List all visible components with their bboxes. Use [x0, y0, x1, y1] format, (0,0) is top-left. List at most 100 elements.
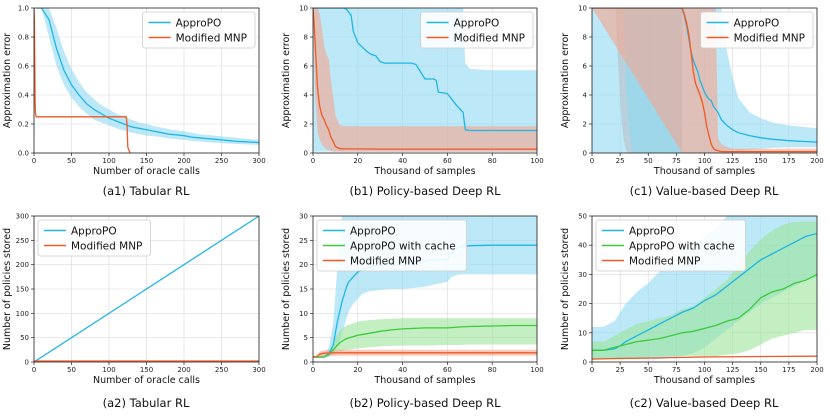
x-tick-label: 0	[311, 366, 315, 374]
y-tick-label: 100	[16, 310, 29, 318]
x-axis-label: Thousand of samples	[373, 375, 475, 386]
x-axis-label: Thousand of samples	[653, 166, 755, 177]
y-axis-label: Approximation error	[2, 33, 13, 128]
x-tick-label: 60	[443, 366, 452, 374]
x-tick-label: 40	[398, 157, 407, 165]
legend-box	[700, 11, 814, 49]
y-tick-label: 10	[578, 329, 587, 337]
x-tick-label: 0	[590, 366, 594, 374]
y-axis-label: Number of policies stored	[281, 228, 292, 350]
x-tick-label: 125	[726, 157, 739, 165]
x-tick-label: 20	[353, 157, 362, 165]
chart-caption: (b1) Policy-based Deep RL	[350, 184, 502, 198]
x-tick-label: 20	[353, 366, 362, 374]
series-line-modified-mnp	[592, 355, 817, 360]
plot-area	[34, 216, 259, 362]
y-tick-label: 300	[16, 213, 29, 221]
y-tick-label: 6	[583, 63, 588, 71]
x-axis-label: Number of oracle calls	[93, 166, 200, 177]
y-tick-label: 0	[304, 359, 308, 367]
legend-label: Modified MNP	[71, 240, 142, 252]
x-tick-label: 100	[530, 366, 543, 374]
legend: ApproPO ApproPO with cache Modified MNP	[595, 219, 747, 272]
confidence-band-appropo-with-cache	[313, 318, 537, 358]
y-tick-label: 1.0	[18, 5, 29, 13]
x-tick-label: 100	[102, 366, 115, 374]
y-tick-label: 8	[583, 34, 587, 42]
series-line-modified-mnp	[313, 8, 537, 150]
chart-a1: 0 50 100 150 200 250 300 0.0 0.2 0.4 0.6 0.8 1.0 Numb…	[2, 5, 266, 199]
legend-box	[316, 219, 468, 272]
x-tick-label: 300	[252, 157, 265, 165]
x-tick-label: 100	[102, 157, 115, 165]
y-tick-label: 0.4	[18, 92, 30, 100]
x-tick-label: 0	[32, 366, 36, 374]
legend-box	[142, 11, 256, 49]
y-tick-label: 40	[578, 242, 587, 250]
y-tick-label: 0.2	[18, 121, 29, 129]
series-line-appropo	[36, 8, 259, 144]
x-tick-label: 150	[754, 366, 767, 374]
x-tick-label: 200	[177, 366, 190, 374]
y-axis-label: Approximation error	[560, 33, 571, 128]
chart-c1: 0 25 50 75 100 125 150 175 200 0 2 4 6 8 10 Thousand of…	[560, 5, 824, 199]
x-tick-label: 200	[177, 157, 190, 165]
x-tick-label: 40	[398, 366, 407, 374]
y-tick-label: 25	[299, 237, 308, 245]
legend: ApproPO ApproPO with cache Modified MNP	[316, 219, 468, 272]
series-line-appropo	[313, 8, 537, 132]
y-tick-label: 0	[583, 150, 587, 158]
legend-label: ApproPO	[176, 17, 222, 29]
y-tick-label: 5	[304, 334, 308, 342]
chart-caption: (c1) Value-based Deep RL	[630, 184, 779, 198]
legend-label: Modified MNP	[629, 255, 700, 267]
plot-area	[592, 216, 817, 360]
x-tick-label: 50	[67, 157, 76, 165]
legend-label: ApproPO with cache	[350, 240, 456, 252]
y-tick-label: 200	[16, 261, 29, 269]
series-line-appropo	[34, 216, 259, 362]
legend-label: Modified MNP	[454, 32, 525, 44]
series-line-modified-mnp	[313, 352, 537, 358]
legend-label: ApproPO	[734, 17, 780, 29]
x-tick-label: 25	[616, 157, 625, 165]
y-tick-label: 0.0	[18, 150, 29, 158]
chart-b2: 0 20 40 60 80 100 0 5 10 15 20 25 30 Thousand of samp…	[281, 213, 544, 411]
legend: ApproPO Modified MNP	[700, 11, 814, 49]
y-tick-label: 2	[304, 121, 308, 129]
y-tick-label: 4	[304, 92, 309, 100]
y-tick-label: 15	[299, 286, 308, 294]
confidence-band-appropo	[36, 8, 259, 145]
chart-caption: (a1) Tabular RL	[103, 184, 190, 198]
x-tick-label: 150	[754, 157, 767, 165]
x-tick-label: 150	[140, 366, 153, 374]
y-axis-label: Number of policies stored	[560, 228, 571, 350]
x-tick-label: 150	[140, 157, 153, 165]
y-tick-label: 10	[299, 5, 308, 13]
y-tick-label: 20	[299, 261, 308, 269]
x-tick-label: 250	[215, 157, 228, 165]
legend-label: ApproPO	[454, 17, 500, 29]
plot-area	[34, 8, 259, 153]
chart-caption: (c2) Value-based Deep RL	[630, 396, 779, 410]
legend-box	[595, 219, 747, 272]
legend: ApproPO Modified MNP	[37, 219, 151, 257]
legend-label: Modified MNP	[734, 32, 805, 44]
y-tick-label: 30	[578, 271, 587, 279]
series-line-modified-mnp	[592, 8, 817, 153]
chart-c2: 0 25 50 75 100 125 150 175 20001020304050Thousan…	[560, 213, 824, 411]
plot-area	[592, 8, 817, 153]
y-tick-label: 4	[583, 92, 588, 100]
y-tick-label: 30	[299, 213, 308, 221]
legend: ApproPO Modified MNP	[142, 11, 256, 49]
legend-label: Modified MNP	[350, 255, 421, 267]
x-tick-label: 125	[726, 366, 739, 374]
y-tick-label: 250	[16, 237, 29, 245]
y-tick-label: 6	[304, 63, 309, 71]
series-line-appropo-with-cache	[592, 273, 817, 351]
legend-box	[37, 219, 151, 257]
x-tick-label: 50	[644, 366, 653, 374]
series-line-modified-mnp	[34, 8, 131, 153]
legend-box	[420, 11, 534, 49]
